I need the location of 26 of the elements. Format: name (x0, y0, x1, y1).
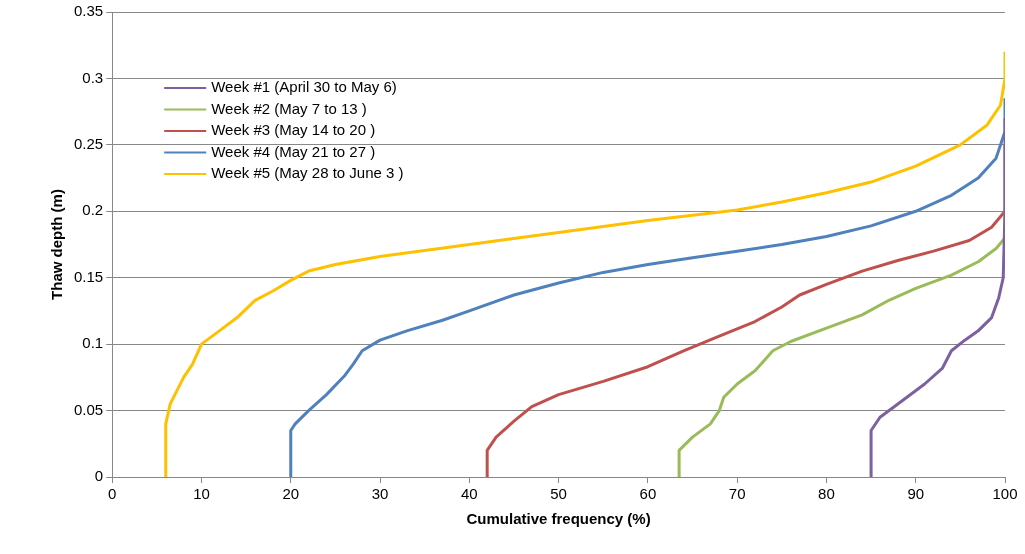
y-tick-label: 0 (94, 467, 104, 485)
y-tick-label: 0.25 (73, 135, 104, 152)
y-tick-label: 0.35 (73, 2, 104, 20)
legend-label: Week #2 (May 7 to 13 ) (211, 99, 367, 117)
x-tick-label: 0 (108, 485, 117, 503)
y-tick-label: 0.15 (73, 267, 104, 285)
x-tick-label: 40 (460, 485, 478, 503)
x-tick-label: 10 (193, 485, 210, 503)
x-tick-label: 80 (818, 485, 835, 503)
x-tick-label: 100 (992, 485, 1018, 503)
x-tick-label: 50 (550, 485, 567, 503)
legend-label: Week #3 (May 14 to 20 ) (211, 121, 376, 139)
y-tick-label: 0.2 (82, 201, 104, 219)
x-tick-label: 70 (728, 485, 746, 503)
x-axis-title: Cumulative frequency (%) (466, 510, 651, 528)
x-tick-label: 30 (371, 485, 389, 503)
y-tick-label: 0.3 (82, 68, 104, 86)
y-tick-label: 0.1 (82, 334, 104, 352)
legend-label: Week #4 (May 21 to 27 ) (211, 142, 376, 160)
y-tick-label: 0.05 (73, 400, 104, 418)
y-axis-title: Thaw depth (m) (48, 189, 66, 300)
x-tick-label: 90 (907, 485, 925, 503)
legend-label: Week #5 (May 28 to June 3 ) (211, 164, 404, 182)
x-tick-label: 60 (639, 485, 657, 503)
legend-label: Week #1 (April 30 to May 6) (211, 78, 397, 96)
x-tick-label: 20 (282, 485, 300, 503)
